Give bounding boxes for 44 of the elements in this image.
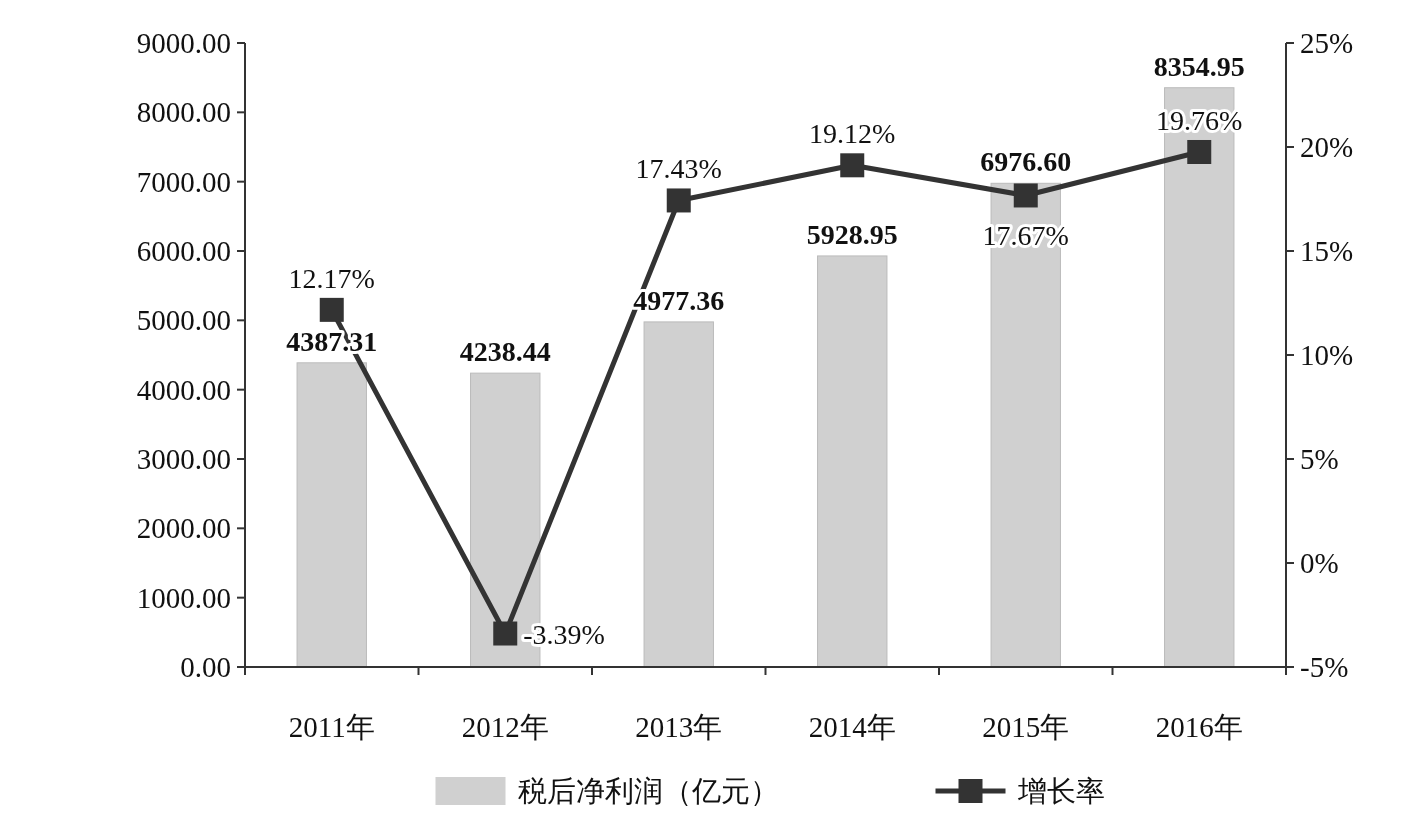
point xyxy=(319,297,344,322)
x-tick-label: 2011年 xyxy=(288,711,375,743)
point xyxy=(1013,183,1038,208)
data-label: 17.67% xyxy=(982,220,1069,252)
data-label: 19.76% xyxy=(1156,104,1243,136)
y-tick-label: 1000.00 xyxy=(136,581,231,614)
legend-label: 税后净利润（亿元） xyxy=(517,775,779,808)
point xyxy=(840,153,865,178)
y-tick-label: 9000.00 xyxy=(136,27,231,60)
bar xyxy=(296,362,367,668)
data-label: -3.39% xyxy=(523,618,605,650)
y2-tick-label: 5% xyxy=(1300,443,1339,476)
data-label: 4238.44 xyxy=(459,336,551,368)
x-tick-label: 2015年 xyxy=(982,711,1070,743)
x-tick-label: 2013年 xyxy=(635,711,723,743)
point xyxy=(666,188,691,213)
x-tick-label: 2014年 xyxy=(808,711,896,743)
y2-tick-label: 0% xyxy=(1300,547,1339,580)
x-tick-label: 2016年 xyxy=(1155,711,1243,743)
point xyxy=(493,621,518,646)
bar xyxy=(643,321,714,668)
legend-label: 增长率 xyxy=(1016,775,1105,808)
data-label: 8354.95 xyxy=(1153,50,1245,82)
y2-tick-label: 25% xyxy=(1300,27,1354,60)
y2-tick-label: 15% xyxy=(1300,235,1354,268)
data-label: 19.12% xyxy=(809,118,896,150)
y-tick-label: 7000.00 xyxy=(136,165,231,198)
bar xyxy=(817,255,888,668)
point xyxy=(1187,139,1212,164)
data-label: 6976.60 xyxy=(980,146,1072,178)
y-tick-label: 4000.00 xyxy=(136,373,231,406)
y2-tick-label: 20% xyxy=(1300,131,1354,164)
y-tick-label: 5000.00 xyxy=(136,304,231,337)
data-label: 12.17% xyxy=(288,262,375,294)
y2-tick-label: -5% xyxy=(1300,651,1349,684)
data-label: 5928.95 xyxy=(806,218,898,250)
data-label: 17.43% xyxy=(635,153,722,185)
y2-tick-label: 10% xyxy=(1300,339,1354,372)
y-tick-label: 6000.00 xyxy=(136,235,231,268)
y-tick-label: 2000.00 xyxy=(136,512,231,545)
y-tick-label: 8000.00 xyxy=(136,96,231,129)
y-tick-label: 3000.00 xyxy=(136,443,231,476)
x-tick-label: 2012年 xyxy=(461,711,549,743)
y-tick-label: 0.00 xyxy=(180,651,231,684)
